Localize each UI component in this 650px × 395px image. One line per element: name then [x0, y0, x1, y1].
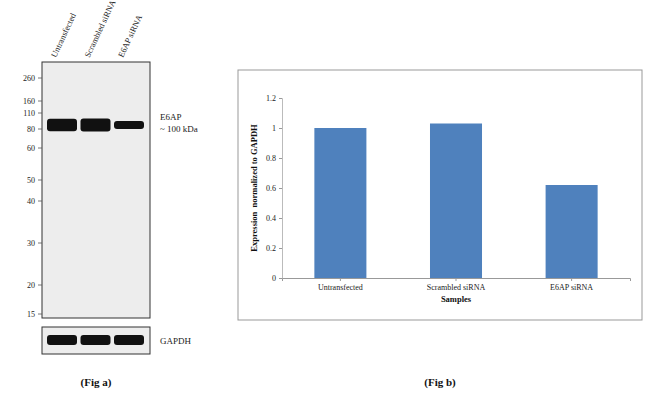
control-band: [81, 335, 111, 345]
target-label: E6AP: [160, 112, 182, 122]
mw-marker: 60: [27, 144, 35, 153]
x-tick: Untransfected: [318, 278, 363, 292]
lane-label: E6AP siRNA: [116, 12, 145, 58]
bar-panel: 0 0.2 0.4 0.6 0.8 1 1.2 Untransfected Scrambled …: [238, 70, 642, 389]
lane-label: Scrambled siRNA: [82, 0, 118, 59]
lane-label: Untransfected: [49, 11, 79, 59]
y-tick: 0: [272, 274, 282, 283]
x-axis-title: Samples: [441, 294, 472, 304]
target-band: [114, 121, 144, 129]
mw-tick: [38, 243, 42, 244]
caption: (Fig b): [424, 376, 456, 389]
mw-marker: 15: [27, 310, 35, 319]
target-size: ~ 100 kDa: [160, 124, 198, 134]
y-tick-mark: [279, 158, 282, 159]
control-membrane: [42, 327, 150, 354]
x-tick-mark: [456, 278, 457, 281]
x-axis: Untransfected Scrambled siRNA E6AP siRNA: [283, 278, 631, 292]
y-tick-label: 0.8: [266, 154, 276, 163]
blot-membrane: [42, 62, 150, 318]
y-tick-mark: [279, 278, 282, 279]
y-tick-mark: [279, 128, 282, 129]
mw-tick: [38, 129, 42, 130]
y-tick-mark: [279, 218, 282, 219]
y-axis-title: Expression normalized to GAPDH: [249, 124, 259, 252]
mw-tick: [38, 201, 42, 202]
blot-panel: UntransfectedScrambled siRNAE6AP siRNA 26…: [23, 0, 198, 389]
control-band: [47, 335, 77, 345]
mw-marker: 80: [27, 125, 35, 134]
mw-marker: 50: [27, 176, 35, 185]
x-tick-label: Scrambled siRNA: [427, 283, 486, 292]
y-tick: 0.4: [266, 214, 282, 223]
mw-tick: [38, 180, 42, 181]
x-axis-line: [283, 279, 631, 282]
y-tick: 1: [272, 124, 282, 133]
y-tick-mark: [279, 98, 282, 99]
chart-frame: [238, 70, 642, 320]
y-tick-mark: [279, 188, 282, 189]
x-tick-mark: [571, 278, 572, 281]
mw-tick: [38, 101, 42, 102]
mw-tick: [38, 78, 42, 79]
mw-tick: [38, 314, 42, 315]
y-axis-line: [279, 99, 283, 279]
control-label: GAPDH: [160, 336, 192, 346]
control-band: [114, 335, 144, 345]
mw-tick: [38, 148, 42, 149]
mw-tick: [38, 113, 42, 114]
mw-marker: 20: [27, 281, 35, 290]
y-tick: 0.8: [266, 154, 282, 163]
mw-tick: [38, 285, 42, 286]
mw-marker: 160: [23, 97, 35, 106]
x-tick-label: E6AP siRNA: [550, 283, 593, 292]
target-band: [47, 119, 77, 132]
y-tick: 0.6: [266, 184, 282, 193]
bar: [430, 124, 482, 279]
y-tick: 0.2: [266, 244, 282, 253]
mw-marker: 30: [27, 239, 35, 248]
caption: (Fig a): [81, 376, 112, 389]
target-band: [81, 119, 111, 132]
y-tick-label: 0: [272, 274, 276, 283]
mw-marker: 110: [23, 109, 35, 118]
y-tick-label: 0.4: [266, 214, 276, 223]
y-tick-label: 0.2: [266, 244, 276, 253]
mw-marker: 40: [27, 197, 35, 206]
bar: [546, 185, 598, 278]
y-tick-label: 1: [272, 124, 276, 133]
x-tick-mark: [340, 278, 341, 281]
bars: [314, 124, 597, 279]
x-tick: E6AP siRNA: [550, 278, 593, 292]
y-tick-label: 0.6: [266, 184, 276, 193]
x-tick: Scrambled siRNA: [427, 278, 486, 292]
bar: [314, 128, 366, 278]
y-tick: 1.2: [266, 94, 282, 103]
x-tick-label: Untransfected: [318, 283, 363, 292]
y-tick-label: 1.2: [266, 94, 276, 103]
y-axis: 0 0.2 0.4 0.6 0.8 1 1.2: [266, 94, 283, 283]
mw-marker: 260: [23, 74, 35, 83]
y-tick-mark: [279, 248, 282, 249]
